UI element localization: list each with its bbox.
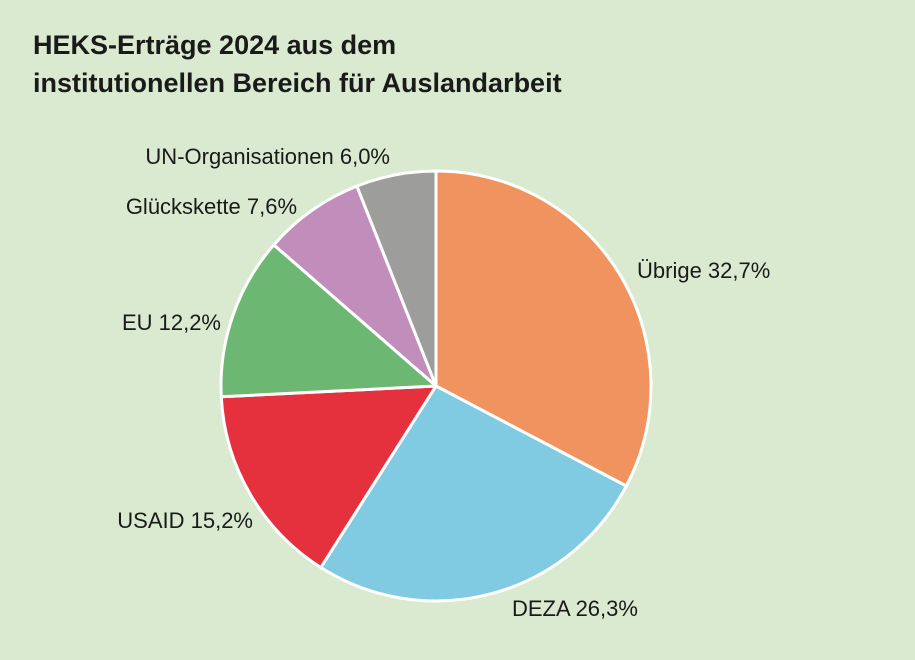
pie-slice-un-organisationen [355,169,438,388]
pie-label-un-organisationen: UN-Organisationen 6,0% [145,144,390,169]
pie-slice-usaid [219,384,438,570]
pie-labels: Übrige 32,7% DEZA 26,3% USAID 15,2% EU 12,2… [117,144,770,621]
chart-title-line-2: institutionellen Bereich für Auslandarbe… [33,68,562,98]
pie-slice-deza [319,384,628,603]
pie-label-eu: EU 12,2% [122,310,221,335]
pie-slices [219,169,653,603]
chart-title: HEKS-Erträge 2024 aus dem institutionell… [33,26,562,102]
pie-label-deza: DEZA 26,3% [512,596,638,621]
pie-slice-gl-ckskette [272,184,438,388]
pie-slice--brige [434,169,653,488]
pie-slice-eu [219,243,438,399]
pie-label--brige: Übrige 32,7% [637,258,770,283]
chart-title-line-1: HEKS-Erträge 2024 aus dem [33,30,397,60]
pie-label-gl-ckskette: Glückskette 7,6% [126,194,297,219]
pie-label-usaid: USAID 15,2% [117,508,253,533]
